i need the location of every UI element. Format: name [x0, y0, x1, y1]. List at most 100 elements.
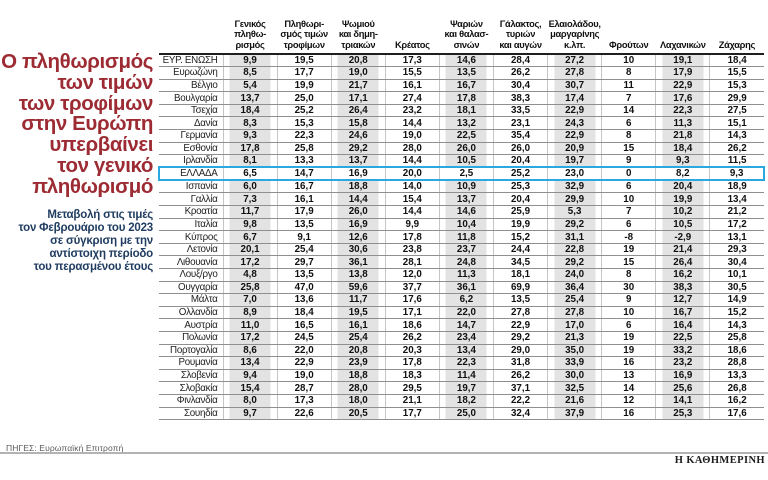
- country-cell: Λιθουανία: [159, 255, 223, 269]
- value-cell: 24,4: [492, 243, 548, 257]
- table-row-highlighted: ΕΛΛΑΔΑ 6,5 14,7 16,9 20,0 2,5 25,2 23,0 0 8,2 9,3: [158, 166, 765, 182]
- table-row: ΕΥΡ. ΕΝΩΣΗ 9,9 19,5 20,8 17,3 14,6 28,4 27,2 10 1…: [159, 54, 764, 68]
- value-cell: 17,4: [547, 91, 602, 105]
- value-cell: 18,6: [709, 344, 764, 358]
- value-cell: 20,3: [384, 344, 440, 358]
- country-cell: Αυστρία: [159, 318, 223, 332]
- value-cell: 13,2: [438, 116, 494, 131]
- value-cell: 6,2: [438, 293, 494, 307]
- left-panel: Ο πληθωρισμός των τιμών των τροφίμων στη…: [0, 51, 156, 274]
- value-cell: 13,6: [276, 293, 332, 307]
- value-cell: 13,3: [709, 369, 764, 383]
- value-cell: 7,0: [222, 293, 278, 307]
- value-cell: 9,4: [222, 369, 278, 383]
- value-cell: 13,4: [438, 344, 494, 358]
- value-cell: 21,2: [709, 205, 764, 219]
- value-cell: 29,2: [547, 255, 602, 269]
- value-cell: 28,0: [330, 381, 386, 395]
- value-cell: 23,2: [384, 104, 440, 118]
- inflation-table: Γενικός πληθω- ρισμός Πληθωρι- σμός τιμών…: [158, 5, 765, 421]
- value-cell: 20,0: [384, 166, 440, 182]
- value-cell: 35,4: [492, 129, 548, 143]
- value-cell: 17,9: [276, 205, 332, 219]
- value-cell: 16,4: [655, 318, 710, 332]
- value-cell: 30,5: [709, 281, 764, 295]
- country-cell: Σλοβακία: [159, 381, 223, 395]
- value-cell: 19,9: [492, 218, 548, 232]
- value-cell: 22,5: [655, 331, 710, 345]
- value-cell: 29,9: [709, 91, 764, 105]
- value-cell: 13,5: [438, 66, 494, 80]
- value-cell: 14,3: [709, 129, 764, 143]
- value-cell: 32,9: [547, 180, 602, 194]
- value-cell: 13,4: [222, 356, 278, 370]
- value-cell: 14,4: [384, 116, 440, 131]
- value-cell: 38,3: [655, 281, 710, 295]
- value-cell: 17,7: [384, 407, 440, 421]
- value-cell: 10,9: [438, 180, 494, 194]
- value-cell: 6,0: [222, 180, 278, 194]
- value-cell: 22,2: [492, 394, 548, 408]
- column-header: Γάλακτος, τυριών και αυγών: [493, 5, 548, 55]
- value-cell: 6,7: [222, 230, 278, 244]
- value-cell: 24,0: [547, 268, 602, 282]
- value-cell: 15,5: [709, 66, 764, 80]
- value-cell: 11,7: [222, 205, 278, 219]
- value-cell: 36,4: [547, 281, 602, 295]
- value-cell: 4,8: [222, 268, 278, 282]
- value-cell: 25,8: [276, 142, 332, 156]
- subtitle: Μεταβολή στις τιμές τον Φεβρουάριο του 2…: [18, 208, 154, 273]
- value-cell: 9,3: [222, 129, 278, 143]
- country-cell: Δανία: [159, 116, 223, 131]
- value-cell: 10: [601, 306, 656, 320]
- value-cell: 22,8: [547, 243, 602, 257]
- value-cell: 14,7: [276, 166, 332, 182]
- value-cell: 13,7: [438, 192, 494, 207]
- value-cell: 15,1: [709, 116, 764, 131]
- value-cell: 13,1: [709, 230, 764, 244]
- value-cell: 22,9: [547, 129, 602, 143]
- value-cell: 13,5: [492, 293, 548, 307]
- value-cell: 22,9: [655, 79, 710, 93]
- value-cell: 22,0: [276, 344, 332, 358]
- value-cell: 18,0: [330, 394, 386, 408]
- value-cell: 15,5: [384, 66, 440, 80]
- table-row: Αυστρία 11,0 16,5 16,1 18,6 14,7 22,9 17,0 6 16,4…: [159, 318, 764, 332]
- value-cell: 27,8: [547, 66, 602, 80]
- value-cell: 19: [601, 243, 656, 257]
- value-cell: 31,8: [492, 356, 548, 370]
- country-cell: Πορτογαλία: [159, 344, 223, 358]
- table-row: Ιρλανδία 8,1 13,3 13,7 14,4 10,5 20,4 19,7 9 9,3 1…: [159, 154, 764, 168]
- value-cell: 25,0: [276, 91, 332, 105]
- table-row: Γαλλία 7,3 16,1 14,4 15,4 13,7 20,4 29,9 10 19,9 1…: [159, 192, 764, 207]
- table-header: Γενικός πληθω- ρισμός Πληθωρι- σμός τιμών…: [159, 5, 764, 55]
- column-header: Φρούτων: [601, 5, 656, 55]
- value-cell: 9,8: [222, 218, 278, 232]
- value-cell: 26,0: [438, 142, 494, 156]
- value-cell: 37,9: [547, 407, 602, 421]
- country-cell: Μάλτα: [159, 293, 223, 307]
- table-row: Βουλγαρία 13,7 25,0 17,1 27,4 17,8 38,3 17,4 7 17…: [159, 91, 764, 105]
- value-cell: 22,9: [276, 356, 332, 370]
- value-cell: 18,4: [709, 54, 764, 68]
- country-cell: Βέλγιο: [159, 79, 223, 93]
- value-cell: 28,7: [276, 381, 332, 395]
- value-cell: 25,4: [276, 243, 332, 257]
- table-row: Δανία 8,3 15,3 15,8 14,4 13,2 23,1 24,3 6 11,3 15,…: [159, 116, 764, 131]
- value-cell: 14,9: [709, 293, 764, 307]
- value-cell: 28,8: [709, 356, 764, 370]
- value-cell: 30,0: [547, 369, 602, 383]
- table-row: Πολωνία 17,2 24,5 25,4 26,2 23,4 29,2 21,3 19 22,…: [159, 331, 764, 345]
- value-cell: 22,0: [438, 306, 494, 320]
- table-row: Γερμανία 9,3 22,3 24,6 19,0 22,5 35,4 22,9 8 21,8…: [159, 129, 764, 143]
- value-cell: 26,2: [492, 66, 548, 80]
- value-cell: 47,0: [276, 281, 332, 295]
- value-cell: 16,9: [330, 218, 386, 232]
- value-cell: 16,9: [655, 369, 710, 383]
- column-header: Ελαιολάδου, μαργαρίνης κ.λπ.: [547, 5, 602, 55]
- column-header: Ψωμιού και δημη- τριακών: [331, 5, 386, 55]
- value-cell: 13,7: [222, 91, 278, 105]
- value-cell: 10,4: [438, 218, 494, 232]
- table-row: Πορτογαλία 8,6 22,0 20,8 20,3 13,4 29,0 35,0 19 3…: [159, 344, 764, 358]
- value-cell: 14: [601, 381, 656, 395]
